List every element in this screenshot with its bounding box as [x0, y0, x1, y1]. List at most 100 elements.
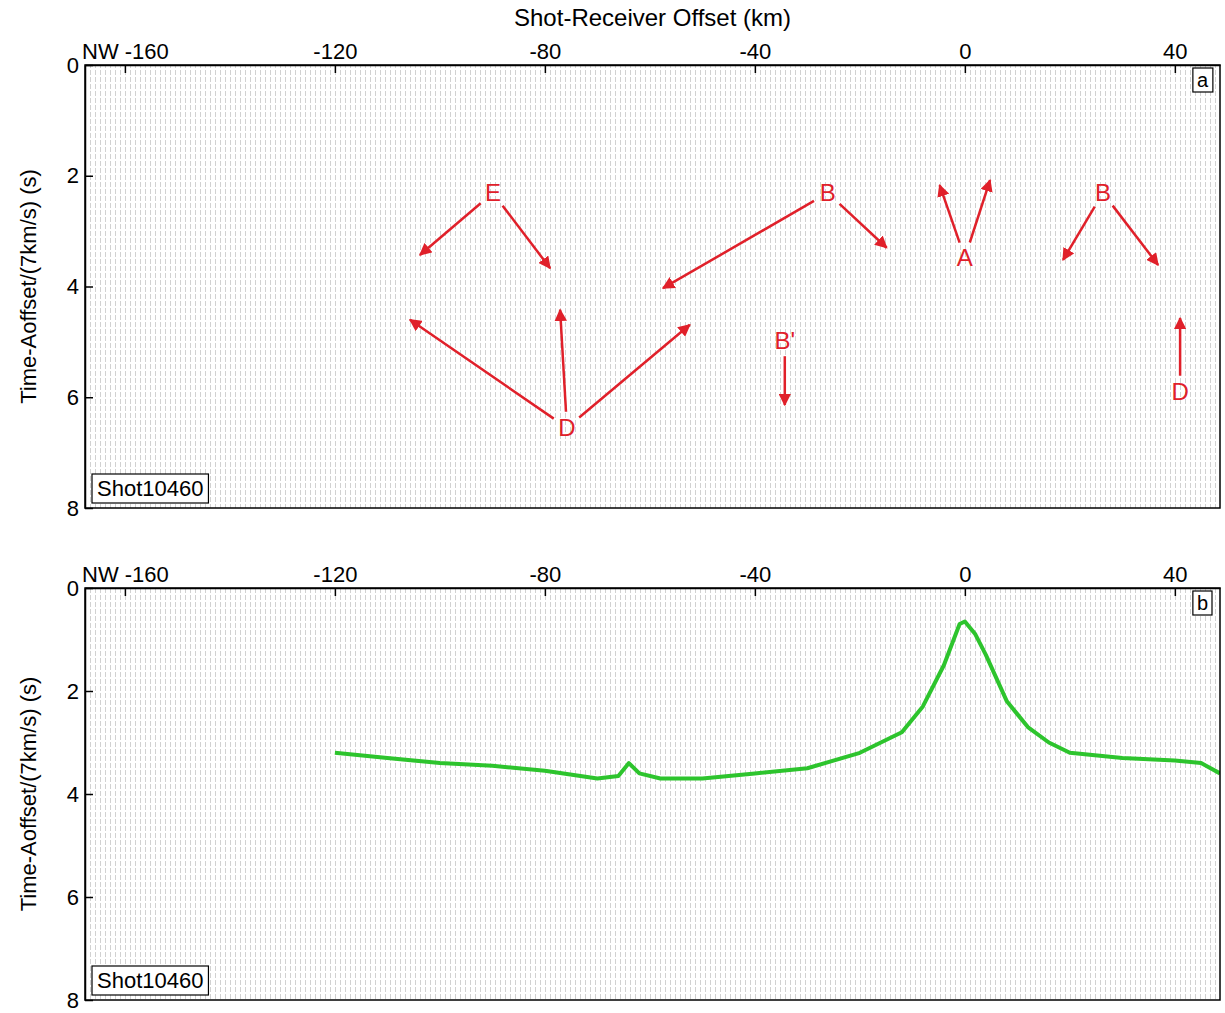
- x-tick: NW -160: [82, 562, 169, 596]
- y-label: Time-Aoffset/(7km/s) (s): [16, 677, 41, 912]
- x-tick-mark: [545, 65, 547, 73]
- x-tick-mark: [755, 588, 757, 596]
- annotation: B: [1063, 179, 1158, 264]
- y-tick: 8: [67, 496, 93, 521]
- y-tick-mark: [85, 1000, 93, 1002]
- x-tick: 0: [959, 562, 971, 596]
- x-tick-label: -120: [313, 39, 357, 64]
- annotation: B: [663, 179, 887, 288]
- annotation-label: E: [485, 179, 501, 206]
- y-tick: 2: [67, 163, 93, 188]
- panel: NW -160 -120 -80 -40 0 40 0 2 4 6 8 Time-Aoffset/(7…: [16, 4, 1221, 521]
- x-tick-label: 0: [959, 562, 971, 587]
- y-tick-label: 0: [67, 53, 79, 78]
- y-tick: 2: [67, 679, 93, 704]
- x-tick-mark: [965, 588, 967, 596]
- panel-letter: a: [1197, 69, 1209, 91]
- y-tick: 8: [67, 988, 93, 1013]
- x-axis: NW -160 -120 -80 -40 0 40: [82, 39, 1221, 73]
- trace-texture: [85, 588, 1220, 1000]
- annotation-label: B: [820, 179, 836, 206]
- x-tick-mark: [335, 65, 337, 73]
- x-tick-label: 0: [959, 39, 971, 64]
- annotation-arrow: [840, 204, 887, 248]
- y-axis: 0 2 4 6 8: [67, 576, 93, 1013]
- annotation-arrow: [970, 180, 990, 242]
- annotation-arrow: [420, 203, 481, 255]
- picked-line: [335, 621, 1220, 778]
- x-tick-label: NW -160: [82, 39, 169, 64]
- annotation: B': [774, 327, 795, 405]
- annotation-arrow: [1179, 318, 1182, 376]
- annotation-label: A: [957, 244, 973, 271]
- x-tick-mark: [1175, 588, 1177, 596]
- x-tick-label: -120: [313, 562, 357, 587]
- annotation-label: D: [1171, 378, 1188, 405]
- annotation-arrow: [503, 206, 551, 269]
- annotation-arrow: [560, 310, 566, 412]
- x-tick-mark: [125, 588, 127, 596]
- panel: NW -160 -120 -80 -40 0 40 0 2 4 6 8 Time-Aoffset/(7…: [16, 562, 1221, 1013]
- y-tick-label: 2: [67, 679, 79, 704]
- x-tick: -40: [739, 39, 771, 73]
- y-tick-mark: [85, 286, 93, 288]
- annotation: D: [1171, 318, 1188, 405]
- panel-letter-box: [1193, 68, 1213, 92]
- x-tick-mark: [965, 65, 967, 73]
- x-tick-mark: [545, 588, 547, 596]
- x-tick-label: -80: [529, 39, 561, 64]
- annotation-arrow: [1113, 206, 1158, 265]
- shot-label: Shot10460: [97, 476, 203, 501]
- frame: [85, 65, 1220, 508]
- y-axis: 0 2 4 6 8: [67, 53, 93, 521]
- shot-label: Shot10460: [97, 968, 203, 993]
- x-tick: 40: [1163, 39, 1187, 73]
- x-tick: NW -160: [82, 39, 169, 73]
- x-tick: -80: [529, 562, 561, 596]
- x-tick: -40: [739, 562, 771, 596]
- y-tick-mark: [85, 588, 93, 590]
- y-tick-label: 4: [67, 274, 79, 299]
- x-tick-mark: [755, 65, 757, 73]
- y-label: Time-Aoffset/(7km/s) (s): [16, 169, 41, 404]
- annotation: A: [940, 180, 990, 271]
- y-tick-mark: [85, 794, 93, 796]
- annotation-arrow: [410, 320, 554, 419]
- y-tick-mark: [85, 397, 93, 399]
- x-tick-label: 40: [1163, 562, 1187, 587]
- annotation-label: D: [558, 414, 575, 441]
- y-tick-label: 2: [67, 163, 79, 188]
- y-tick-mark: [85, 897, 93, 899]
- y-tick-label: 4: [67, 782, 79, 807]
- x-tick-mark: [335, 588, 337, 596]
- annotation-arrow: [579, 325, 690, 418]
- x-tick-label: 40: [1163, 39, 1187, 64]
- x-tick: -80: [529, 39, 561, 73]
- x-tick-label: -80: [529, 562, 561, 587]
- y-tick-label: 6: [67, 885, 79, 910]
- x-tick: -120: [313, 562, 357, 596]
- x-axis: NW -160 -120 -80 -40 0 40: [82, 562, 1221, 596]
- annotation-label: B': [774, 327, 795, 354]
- annotation-arrow: [784, 356, 787, 405]
- annotation-label: B: [1095, 179, 1111, 206]
- y-tick-mark: [85, 508, 93, 510]
- x-tick-mark: [1175, 65, 1177, 73]
- x-axis-line: [86, 65, 1221, 67]
- plot-area: [335, 621, 1220, 778]
- frame: [85, 588, 1220, 1000]
- y-tick-mark: [85, 176, 93, 178]
- x-tick: 40: [1163, 562, 1187, 596]
- shot-label-box: [92, 474, 208, 503]
- y-tick-label: 8: [67, 988, 79, 1013]
- annotation: E: [420, 179, 550, 268]
- annotation-arrow: [940, 185, 960, 242]
- x-tick-label: -40: [739, 562, 771, 587]
- y-tick: 6: [67, 885, 93, 910]
- y-tick-label: 6: [67, 385, 79, 410]
- y-tick-label: 0: [67, 576, 79, 601]
- y-tick: 0: [67, 576, 93, 601]
- y-tick-mark: [85, 65, 93, 67]
- panel-letter-box: [1193, 591, 1212, 615]
- y-tick: 6: [67, 385, 93, 410]
